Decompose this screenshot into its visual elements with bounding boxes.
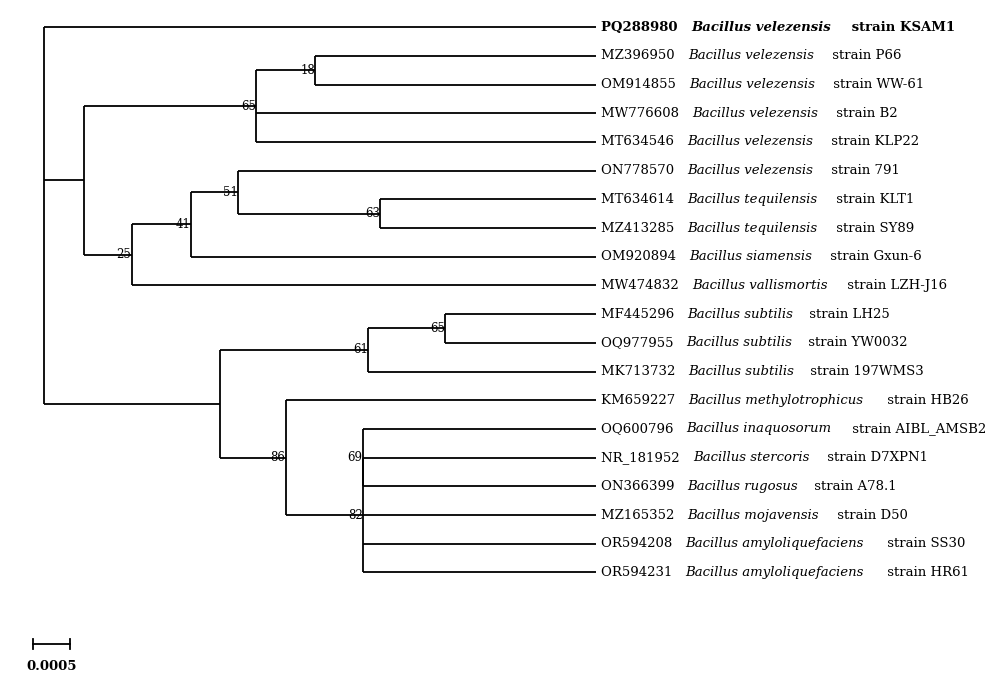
Text: Bacillus vallismortis: Bacillus vallismortis bbox=[693, 279, 827, 292]
Text: KM659227: KM659227 bbox=[602, 394, 680, 407]
Text: MF445296: MF445296 bbox=[602, 308, 679, 321]
Text: MW474832: MW474832 bbox=[602, 279, 683, 292]
Text: 65: 65 bbox=[241, 100, 256, 113]
Text: Bacillus subtilis: Bacillus subtilis bbox=[689, 365, 795, 378]
Text: strain LZH-J16: strain LZH-J16 bbox=[842, 279, 947, 292]
Text: MZ413285: MZ413285 bbox=[602, 222, 679, 235]
Text: Bacillus methylotrophicus: Bacillus methylotrophicus bbox=[689, 394, 863, 407]
Text: strain A78.1: strain A78.1 bbox=[811, 480, 897, 493]
Text: MW776608: MW776608 bbox=[602, 106, 684, 120]
Text: Bacillus stercoris: Bacillus stercoris bbox=[694, 451, 810, 464]
Text: 69: 69 bbox=[348, 451, 363, 464]
Text: OR594231: OR594231 bbox=[602, 566, 677, 579]
Text: strain KLP22: strain KLP22 bbox=[826, 136, 919, 148]
Text: 18: 18 bbox=[300, 64, 315, 77]
Text: strain LH25: strain LH25 bbox=[805, 308, 890, 321]
Text: 41: 41 bbox=[175, 218, 190, 231]
Text: MK713732: MK713732 bbox=[602, 365, 680, 378]
Text: strain KSAM1: strain KSAM1 bbox=[846, 20, 954, 34]
Text: 61: 61 bbox=[354, 344, 369, 357]
Text: MZ165352: MZ165352 bbox=[602, 508, 679, 521]
Text: 86: 86 bbox=[271, 451, 285, 464]
Text: 63: 63 bbox=[366, 207, 381, 220]
Text: Bacillus amyloliquefaciens: Bacillus amyloliquefaciens bbox=[685, 566, 863, 579]
Text: OM914855: OM914855 bbox=[602, 78, 681, 91]
Text: ON366399: ON366399 bbox=[602, 480, 679, 493]
Text: Bacillus rugosus: Bacillus rugosus bbox=[688, 480, 798, 493]
Text: Bacillus velezensis: Bacillus velezensis bbox=[689, 78, 815, 91]
Text: Bacillus tequilensis: Bacillus tequilensis bbox=[688, 222, 818, 235]
Text: 51: 51 bbox=[223, 186, 238, 199]
Text: Bacillus mojavensis: Bacillus mojavensis bbox=[688, 508, 819, 521]
Text: Bacillus tequilensis: Bacillus tequilensis bbox=[687, 193, 818, 206]
Text: 25: 25 bbox=[117, 248, 132, 262]
Text: strain P66: strain P66 bbox=[827, 49, 901, 62]
Text: PQ288980: PQ288980 bbox=[602, 20, 683, 34]
Text: OR594208: OR594208 bbox=[602, 537, 677, 551]
Text: Bacillus inaquosorum: Bacillus inaquosorum bbox=[687, 422, 831, 435]
Text: strain B2: strain B2 bbox=[832, 106, 898, 120]
Text: strain 791: strain 791 bbox=[826, 164, 900, 177]
Text: strain D7XPN1: strain D7XPN1 bbox=[823, 451, 928, 464]
Text: strain YW0032: strain YW0032 bbox=[804, 336, 908, 349]
Text: Bacillus velezensis: Bacillus velezensis bbox=[687, 136, 813, 148]
Text: MT634546: MT634546 bbox=[602, 136, 679, 148]
Text: 0.0005: 0.0005 bbox=[26, 660, 76, 673]
Text: Bacillus subtilis: Bacillus subtilis bbox=[687, 336, 793, 349]
Text: Bacillus velezensis: Bacillus velezensis bbox=[688, 49, 814, 62]
Text: Bacillus subtilis: Bacillus subtilis bbox=[688, 308, 793, 321]
Text: Bacillus amyloliquefaciens: Bacillus amyloliquefaciens bbox=[685, 537, 863, 551]
Text: strain 197WMS3: strain 197WMS3 bbox=[806, 365, 924, 378]
Text: strain KLT1: strain KLT1 bbox=[831, 193, 914, 206]
Text: 82: 82 bbox=[348, 508, 363, 521]
Text: Bacillus siamensis: Bacillus siamensis bbox=[690, 250, 812, 263]
Text: OM920894: OM920894 bbox=[602, 250, 681, 263]
Text: strain AIBL_AMSB2: strain AIBL_AMSB2 bbox=[847, 422, 986, 435]
Text: strain SY89: strain SY89 bbox=[831, 222, 914, 235]
Text: ON778570: ON778570 bbox=[602, 164, 679, 177]
Text: strain Gxun-6: strain Gxun-6 bbox=[826, 250, 922, 263]
Text: strain HR61: strain HR61 bbox=[883, 566, 969, 579]
Text: strain SS30: strain SS30 bbox=[883, 537, 965, 551]
Text: Bacillus velezensis: Bacillus velezensis bbox=[687, 164, 813, 177]
Text: MZ396950: MZ396950 bbox=[602, 49, 679, 62]
Text: NR_181952: NR_181952 bbox=[602, 451, 684, 464]
Text: OQ977955: OQ977955 bbox=[602, 336, 678, 349]
Text: MT634614: MT634614 bbox=[602, 193, 679, 206]
Text: strain WW-61: strain WW-61 bbox=[828, 78, 925, 91]
Text: Bacillus velezensis: Bacillus velezensis bbox=[693, 106, 819, 120]
Text: strain D50: strain D50 bbox=[833, 508, 909, 521]
Text: strain HB26: strain HB26 bbox=[883, 394, 968, 407]
Text: 65: 65 bbox=[430, 322, 445, 335]
Text: Bacillus velezensis: Bacillus velezensis bbox=[692, 20, 831, 34]
Text: OQ600796: OQ600796 bbox=[602, 422, 678, 435]
